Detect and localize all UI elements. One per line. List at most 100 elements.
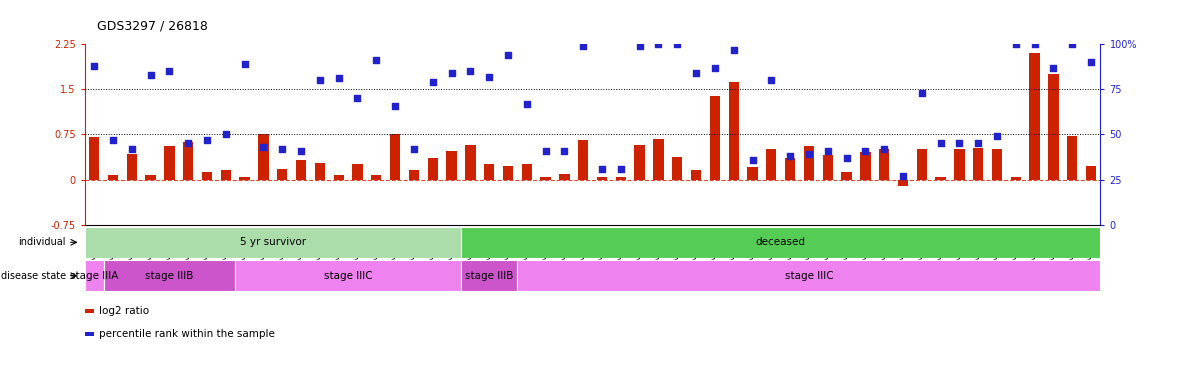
- Bar: [653, 139, 664, 180]
- Text: individual: individual: [19, 237, 66, 247]
- Bar: [127, 154, 137, 180]
- Point: [856, 147, 875, 154]
- Point: [893, 173, 912, 179]
- Point: [705, 65, 724, 71]
- Bar: [955, 149, 965, 180]
- Bar: [371, 175, 381, 180]
- Bar: [220, 170, 231, 180]
- Text: stage IIIA: stage IIIA: [69, 271, 119, 281]
- Bar: [258, 134, 268, 180]
- Point: [1025, 41, 1044, 47]
- Bar: [729, 82, 739, 180]
- Bar: [578, 141, 588, 180]
- Text: stage IIIC: stage IIIC: [785, 271, 833, 281]
- Bar: [521, 164, 532, 180]
- Point: [1082, 59, 1100, 65]
- Text: disease state: disease state: [1, 271, 66, 281]
- Point: [1044, 65, 1063, 71]
- Bar: [842, 172, 852, 180]
- Bar: [766, 149, 777, 180]
- Point: [273, 146, 292, 152]
- Bar: [465, 145, 476, 180]
- Bar: [89, 137, 99, 180]
- Bar: [239, 177, 250, 180]
- Point: [667, 41, 686, 47]
- Bar: [518, 260, 1100, 291]
- Point: [875, 146, 893, 152]
- Bar: [597, 177, 607, 180]
- Bar: [898, 180, 909, 185]
- Bar: [277, 169, 287, 180]
- Point: [630, 43, 649, 49]
- Bar: [917, 149, 927, 180]
- Bar: [201, 172, 212, 180]
- Bar: [1068, 136, 1077, 180]
- Point: [292, 147, 311, 154]
- Bar: [446, 151, 457, 180]
- Bar: [85, 260, 104, 291]
- Point: [235, 61, 254, 67]
- Point: [611, 166, 630, 172]
- Bar: [1030, 53, 1039, 180]
- Bar: [540, 177, 551, 180]
- Bar: [747, 167, 758, 180]
- Point: [518, 101, 537, 107]
- Bar: [503, 166, 513, 180]
- Point: [480, 74, 499, 80]
- Bar: [710, 96, 720, 180]
- Bar: [85, 332, 94, 336]
- Point: [912, 90, 931, 96]
- Point: [969, 141, 988, 147]
- Bar: [146, 175, 155, 180]
- Point: [217, 131, 235, 137]
- Bar: [804, 146, 814, 180]
- Text: stage IIIB: stage IIIB: [465, 271, 513, 281]
- Text: log2 ratio: log2 ratio: [99, 306, 149, 316]
- Point: [367, 57, 386, 63]
- Point: [461, 68, 480, 74]
- Point: [85, 63, 104, 69]
- Bar: [108, 175, 118, 180]
- Bar: [461, 260, 518, 291]
- Bar: [860, 152, 871, 180]
- Point: [141, 72, 160, 78]
- Bar: [559, 174, 570, 180]
- Point: [556, 147, 574, 154]
- Point: [762, 77, 780, 83]
- Point: [574, 43, 593, 49]
- Point: [988, 133, 1006, 139]
- Bar: [879, 149, 890, 180]
- Bar: [1011, 177, 1020, 180]
- Bar: [390, 134, 400, 180]
- Bar: [314, 163, 325, 180]
- Bar: [672, 157, 683, 180]
- Point: [818, 147, 837, 154]
- Bar: [104, 260, 235, 291]
- Point: [592, 166, 611, 172]
- Point: [254, 144, 273, 150]
- Point: [537, 147, 556, 154]
- Point: [311, 77, 330, 83]
- Bar: [616, 177, 626, 180]
- Bar: [484, 164, 494, 180]
- Point: [160, 68, 179, 74]
- Point: [950, 141, 969, 147]
- Bar: [461, 227, 1100, 258]
- Bar: [235, 260, 461, 291]
- Point: [780, 153, 799, 159]
- Bar: [408, 170, 419, 180]
- Point: [122, 146, 141, 152]
- Bar: [85, 227, 461, 258]
- Bar: [352, 164, 363, 180]
- Bar: [634, 145, 645, 180]
- Point: [931, 141, 950, 147]
- Bar: [973, 148, 984, 180]
- Point: [1063, 41, 1082, 47]
- Bar: [165, 146, 174, 180]
- Point: [799, 151, 818, 157]
- Point: [405, 146, 424, 152]
- Bar: [184, 142, 193, 180]
- Point: [724, 46, 743, 53]
- Point: [386, 103, 405, 109]
- Bar: [1086, 166, 1096, 180]
